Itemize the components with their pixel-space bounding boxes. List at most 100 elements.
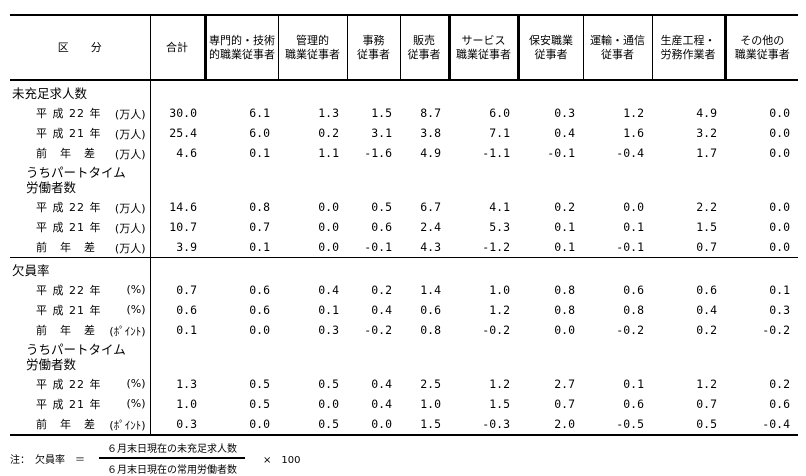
value-cell (150, 340, 205, 374)
value-cell (400, 80, 449, 103)
value-cell: 1.5 (400, 414, 449, 436)
value-cell: 0.4 (696, 303, 717, 317)
row-unit: (万人) (114, 108, 146, 121)
value-cell: 0.2 (769, 377, 790, 391)
value-cell (347, 340, 400, 374)
value-cell: 0.4 (371, 377, 392, 391)
row-label-cell: 平 成 21 年 (%) (10, 394, 151, 414)
table-row: 前 年 差 (万人) 3.9 0.1 0.0 -0.1 4.3 -1.2 0.1 -0.1 0.7 0… (10, 237, 798, 258)
value-cell: 4.6 (176, 146, 197, 160)
value-cell: 1.2 (696, 377, 717, 391)
value-cell: 14.6 (169, 200, 197, 214)
value-cell: 0.0 (769, 106, 790, 120)
value-cell: 0.3 (318, 323, 339, 337)
row-label: うちパートタイム 労働者数 (26, 341, 126, 372)
table-row: 平 成 21 年 (万人) 10.7 0.7 0.0 0.6 2.4 5.3 0.1 0.1 1.5… (10, 217, 798, 237)
value-cell: 2.7 (554, 377, 575, 391)
table-row: 平 成 21 年 (%) 1.0 0.5 0.0 0.4 1.0 1.5 0.7 0.6 0.7 0.… (10, 394, 798, 414)
row-label: 前 年 差 (36, 418, 96, 431)
row-unit: (%) (126, 283, 146, 296)
row-unit: (万人) (114, 242, 146, 255)
value-cell (518, 257, 583, 280)
row-label-cell: 未充足求人数 (10, 80, 151, 103)
value-cell (518, 80, 583, 103)
value-cell: 0.3 (554, 106, 575, 120)
value-cell: 2.4 (420, 220, 441, 234)
row-label: 前 年 差 (36, 324, 96, 337)
value-cell: 0.0 (623, 200, 644, 214)
value-cell (400, 163, 449, 197)
row-label-cell: 前 年 差 (万人) (10, 143, 151, 163)
value-cell: 1.2 (489, 377, 510, 391)
value-cell: 0.0 (347, 414, 400, 436)
value-cell: 0.0 (318, 240, 339, 254)
value-cell (725, 257, 798, 280)
value-cell: 25.4 (169, 126, 197, 140)
value-cell (347, 80, 400, 103)
value-cell (150, 163, 205, 197)
value-cell: 0.6 (696, 283, 717, 297)
row-label: 平 成 21 年 (36, 304, 102, 317)
value-cell: -0.4 (616, 146, 644, 160)
row-unit: (ﾎﾟｲﾝﾄ) (109, 419, 146, 432)
value-cell: 2.2 (696, 200, 717, 214)
value-cell: 0.0 (769, 126, 790, 140)
value-cell: 1.4 (420, 283, 441, 297)
table-row: 平 成 21 年 (万人) 25.4 6.0 0.2 3.1 3.8 7.1 0.4 1.6 3.2… (10, 123, 798, 143)
value-cell: -0.1 (547, 146, 575, 160)
value-cell (725, 163, 798, 197)
value-cell: 0.1 (176, 323, 197, 337)
value-cell: 0.0 (769, 240, 790, 254)
value-cell: 1.5 (371, 106, 392, 120)
row-label-cell: 平 成 22 年 (万人) (10, 197, 151, 217)
value-cell: 0.5 (278, 414, 347, 436)
value-cell: 0.0 (205, 414, 278, 436)
value-cell: 0.7 (176, 283, 197, 297)
formula-fraction: ６月末日現在の未充足求人数 ６月末日現在の常用労働者数 (99, 440, 245, 476)
value-cell: 0.1 (554, 220, 575, 234)
row-label: 平 成 21 年 (36, 127, 102, 140)
value-cell: 4.9 (420, 146, 441, 160)
value-cell: 1.5 (489, 397, 510, 411)
value-cell: 0.6 (769, 397, 790, 411)
column-header: 合計 (149, 14, 205, 81)
value-cell: -0.4 (725, 414, 798, 436)
value-cell (205, 163, 278, 197)
table-row: 平 成 22 年 (%) 0.7 0.6 0.4 0.2 1.4 1.0 0.8 0.6 0.6 0.… (10, 280, 798, 300)
column-header: 管理的 職業従事者 (277, 14, 347, 81)
value-cell (400, 340, 449, 374)
row-label-cell: 前 年 差 (ﾎﾟｲﾝﾄ) (10, 320, 151, 340)
value-cell: 6.0 (249, 126, 270, 140)
value-cell: 2.0 (518, 414, 583, 436)
value-cell: 0.1 (769, 283, 790, 297)
value-cell: 0.0 (318, 200, 339, 214)
value-cell: 0.1 (249, 146, 270, 160)
value-cell (278, 163, 347, 197)
value-cell (205, 340, 278, 374)
value-cell: 1.3 (176, 377, 197, 391)
row-label: 平 成 21 年 (36, 221, 102, 234)
value-cell (278, 257, 347, 280)
value-cell: -0.2 (762, 323, 790, 337)
row-label-cell: 平 成 21 年 (万人) (10, 123, 151, 143)
value-cell (652, 163, 725, 197)
value-cell: 0.7 (696, 397, 717, 411)
section-row: 欠員率 (10, 257, 798, 280)
value-cell: 0.1 (623, 220, 644, 234)
value-cell: 0.1 (623, 377, 644, 391)
row-unit: (万人) (114, 148, 146, 161)
value-cell (652, 257, 725, 280)
value-cell: 0.1 (554, 240, 575, 254)
value-cell: 0.7 (249, 220, 270, 234)
value-cell: 3.2 (696, 126, 717, 140)
row-label: 平 成 22 年 (36, 201, 102, 214)
row-label-cell: 平 成 21 年 (万人) (10, 217, 151, 237)
value-cell (449, 257, 518, 280)
value-cell (583, 80, 652, 103)
row-label-cell: 前 年 差 (万人) (10, 237, 151, 258)
job-vacancy-table: 区 分合計 専門的・技術 的職業従事者 管理的 職業従事者 事務 従事者 販売 従事者サ… (10, 14, 798, 436)
row-unit: (ﾎﾟｲﾝﾄ) (109, 325, 146, 338)
row-label-cell: 平 成 22 年 (万人) (10, 103, 151, 123)
value-cell: 3.1 (371, 126, 392, 140)
value-cell: -0.2 (364, 323, 392, 337)
